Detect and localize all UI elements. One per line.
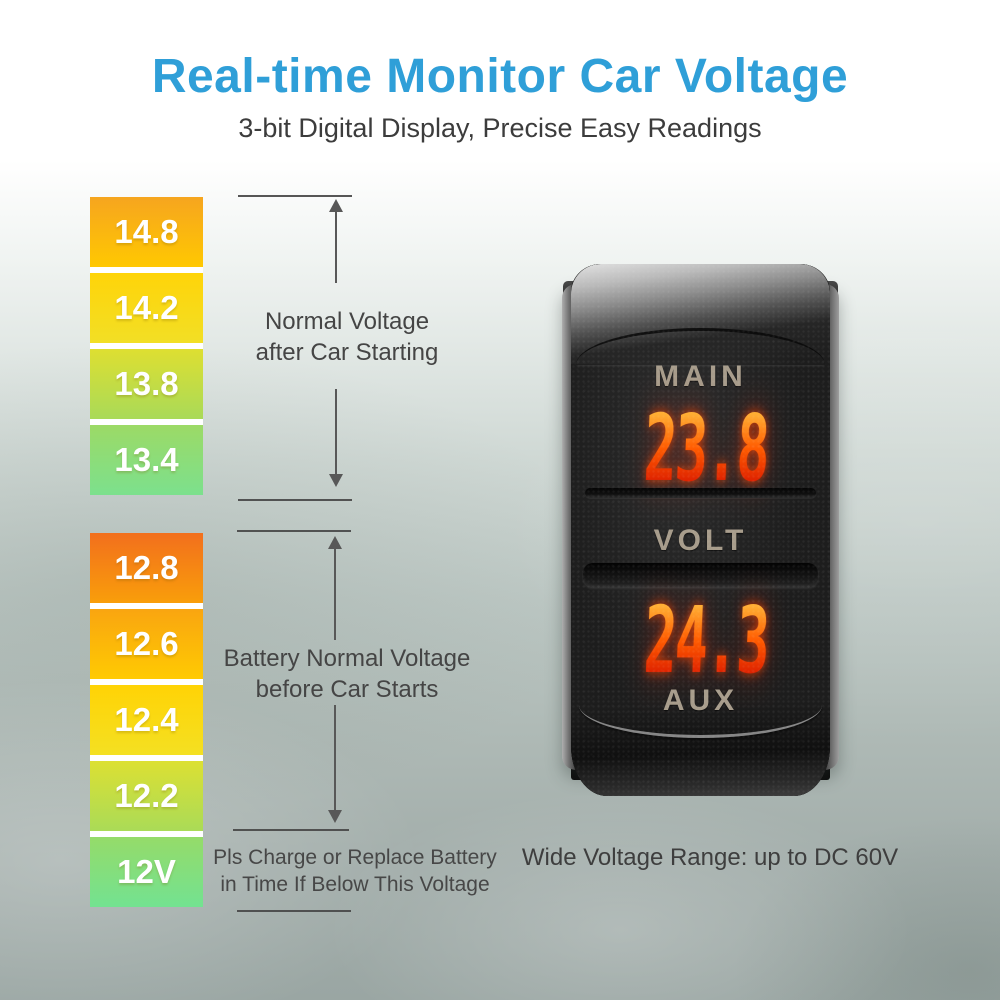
voltage-block: 12.4 bbox=[90, 685, 203, 755]
page-title: Real-time Monitor Car Voltage bbox=[151, 50, 849, 103]
voltage-block: 14.2 bbox=[90, 273, 203, 343]
page-subtitle: 3-bit Digital Display, Precise Easy Read… bbox=[238, 113, 762, 143]
range-cap-line bbox=[233, 829, 349, 831]
annotation-after-start: Normal Voltage after Car Starting bbox=[187, 306, 507, 368]
voltage-block: 12.8 bbox=[90, 533, 203, 603]
annotation-line: Normal Voltage bbox=[264, 308, 430, 335]
voltage-block: 12V bbox=[90, 837, 203, 907]
range-cap-line bbox=[238, 499, 352, 501]
annotation-line: after Car Starting bbox=[255, 339, 439, 366]
device-top-arc bbox=[576, 328, 825, 365]
voltage-block-label: 14.8 bbox=[114, 213, 179, 250]
arrow-down-icon bbox=[329, 474, 343, 487]
voltage-block-label: 12.4 bbox=[114, 701, 179, 738]
range-arrow-line bbox=[334, 705, 336, 811]
voltage-scale-before-start: 12.8 12.6 12.4 12.2 12V bbox=[90, 533, 203, 907]
range-cap-line bbox=[237, 530, 351, 532]
arrow-up-icon bbox=[329, 199, 343, 212]
voltage-block-label: 12.2 bbox=[114, 777, 179, 814]
range-arrow-line bbox=[335, 211, 337, 283]
voltage-block-label: 14.2 bbox=[114, 289, 179, 326]
annotation-before-start: Battery Normal Voltage before Car Starts bbox=[187, 643, 507, 705]
annotation-line: Battery Normal Voltage bbox=[223, 645, 471, 672]
voltage-range-caption: Wide Voltage Range: up to DC 60V bbox=[521, 844, 899, 871]
warning-line: Pls Charge or Replace Battery bbox=[213, 846, 497, 869]
device-rocker: MAIN 23.8 VOLT 24.3 AUX bbox=[571, 264, 830, 796]
voltage-block-label: 13.8 bbox=[114, 365, 179, 402]
voltage-block-label: 13.4 bbox=[114, 441, 179, 478]
low-voltage-warning: Pls Charge or Replace Battery in Time If… bbox=[190, 844, 520, 898]
rocker-groove bbox=[583, 563, 818, 587]
voltage-block-label: 12.6 bbox=[114, 625, 179, 662]
rocker-groove bbox=[585, 488, 816, 498]
voltage-block: 13.8 bbox=[90, 349, 203, 419]
voltage-block: 14.8 bbox=[90, 197, 203, 267]
aux-voltage-display: 24.3 bbox=[571, 587, 830, 694]
device-bottom-rim bbox=[578, 705, 823, 738]
range-arrow-line bbox=[334, 548, 336, 640]
voltage-scale-after-start: 14.8 14.2 13.8 13.4 bbox=[90, 197, 203, 495]
voltage-block-label: 12V bbox=[117, 853, 176, 890]
annotation-line: before Car Starts bbox=[255, 676, 439, 703]
main-voltage-display: 23.8 bbox=[571, 395, 830, 502]
voltage-block: 12.2 bbox=[90, 761, 203, 831]
warning-line: in Time If Below This Voltage bbox=[220, 873, 490, 896]
range-cap-line bbox=[238, 195, 352, 197]
voltage-block: 12.6 bbox=[90, 609, 203, 679]
aux-voltage-value: 24.3 bbox=[641, 587, 770, 694]
voltmeter-device: MAIN 23.8 VOLT 24.3 AUX bbox=[562, 264, 839, 796]
voltage-block: 13.4 bbox=[90, 425, 203, 495]
arrow-up-icon bbox=[328, 536, 342, 549]
range-arrow-line bbox=[335, 389, 337, 475]
main-label: MAIN bbox=[654, 360, 747, 393]
arrow-down-icon bbox=[328, 810, 342, 823]
range-cap-line bbox=[237, 910, 351, 912]
aux-label: AUX bbox=[662, 684, 739, 717]
voltage-block-label: 12.8 bbox=[114, 549, 179, 586]
main-voltage-value: 23.8 bbox=[641, 395, 770, 502]
volt-label: VOLT bbox=[653, 524, 748, 557]
